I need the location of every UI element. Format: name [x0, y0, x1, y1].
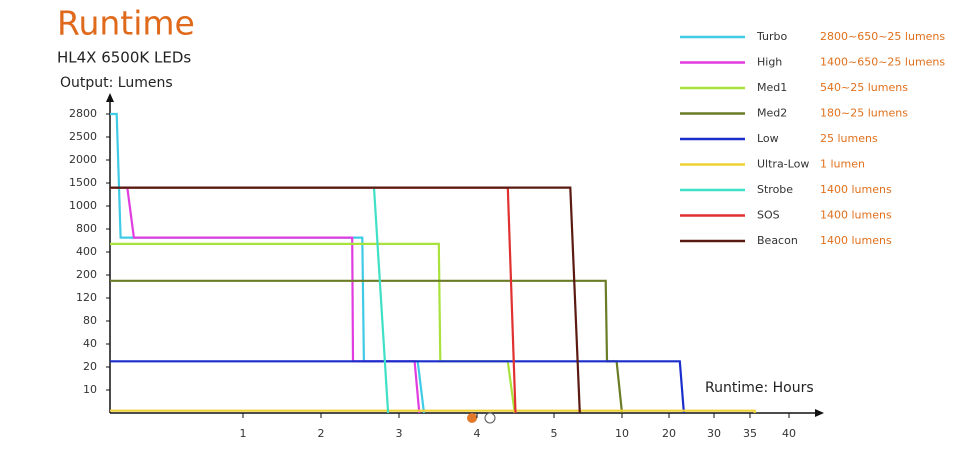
y-tick-label: 400 — [76, 245, 97, 258]
legend-label: SOS — [757, 209, 780, 222]
legend-label: Beacon — [757, 234, 798, 247]
series-line — [110, 279, 624, 414]
x-axis-title: Runtime: Hours — [705, 380, 814, 396]
legend-description: 180~25 lumens — [820, 107, 908, 120]
x-tick-label: 3 — [396, 427, 403, 440]
legend-description: 1400 lumens — [820, 209, 892, 222]
legend-label: Low — [757, 132, 779, 145]
x-tick-label: 40 — [782, 427, 796, 440]
y-tick-label: 200 — [76, 268, 97, 281]
y-axis-title: Output: Lumens — [60, 75, 173, 91]
page-dot[interactable] — [484, 412, 496, 424]
legend-description: 25 lumens — [820, 132, 878, 145]
y-tick-label: 1000 — [69, 199, 97, 212]
legend-label: Turbo — [756, 30, 788, 43]
y-tick-label: 2500 — [69, 130, 97, 143]
series-line — [110, 242, 516, 414]
y-tick-label: 1500 — [69, 176, 97, 189]
y-tick-label: 120 — [76, 291, 97, 304]
y-tick-label: 40 — [83, 337, 97, 350]
x-tick-label: 10 — [615, 427, 629, 440]
legend-description: 1400 lumens — [820, 183, 892, 196]
legend-description: 1 lumen — [820, 158, 865, 171]
chart-subtitle: HL4X 6500K LEDs — [57, 49, 191, 67]
series-line — [110, 186, 421, 414]
legend-description: 1400~650~25 lumens — [820, 56, 945, 69]
series-line — [110, 186, 390, 414]
x-tick-label: 1 — [240, 427, 247, 440]
y-tick-label: 800 — [76, 222, 97, 235]
x-tick-label: 4 — [474, 427, 481, 440]
y-axis-arrow — [106, 93, 114, 102]
x-tick-label: 2 — [318, 427, 325, 440]
y-tick-label: 20 — [83, 360, 97, 373]
legend-label: Med2 — [757, 107, 787, 120]
plot-lines — [110, 112, 756, 414]
x-tick-label: 35 — [743, 427, 757, 440]
series-line — [110, 112, 426, 414]
y-tick-label: 10 — [83, 383, 97, 396]
legend-label: Med1 — [757, 81, 787, 94]
x-tick-label: 20 — [662, 427, 676, 440]
x-axis-arrow — [815, 409, 824, 417]
legend-label: Ultra-Low — [757, 158, 809, 171]
y-tick-label: 2000 — [69, 153, 97, 166]
series-line — [110, 360, 685, 414]
legend-label: High — [757, 56, 782, 69]
x-tick-label: 30 — [707, 427, 721, 440]
y-tick-label: 2800 — [69, 107, 97, 120]
legend-description: 1400 lumens — [820, 234, 892, 247]
chart-title: Runtime — [57, 4, 195, 43]
series-line — [110, 409, 756, 413]
legend-label: Strobe — [757, 183, 793, 196]
y-tick-label: 80 — [83, 314, 97, 327]
series-line — [110, 186, 517, 414]
series-line — [110, 186, 581, 414]
page-dot-active[interactable] — [467, 413, 477, 423]
x-tick-label: 5 — [551, 427, 558, 440]
legend-description: 540~25 lumens — [820, 81, 908, 94]
legend-description: 2800~650~25 lumens — [820, 30, 945, 43]
